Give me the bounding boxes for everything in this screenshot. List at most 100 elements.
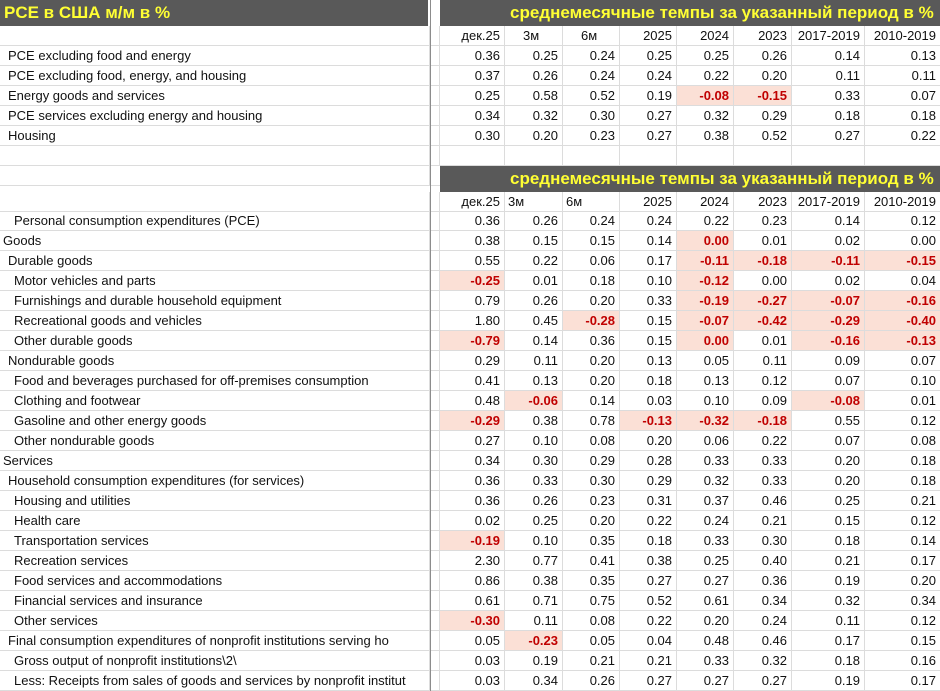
blank-cell[interactable] [355,651,430,670]
value-cell[interactable]: 0.26 [563,671,620,690]
blank-cell[interactable] [355,46,430,65]
blank-cell[interactable] [355,211,430,230]
value-cell[interactable]: 0.20 [563,291,620,310]
blank-cell[interactable] [505,146,563,165]
value-cell[interactable]: 0.16 [910,653,936,668]
value-cell[interactable]: 0.06 [677,431,734,450]
value-cell[interactable]: 0.11 [792,611,865,630]
value-cell[interactable]: 0.15 [620,331,677,350]
value-cell[interactable]: 0.21 [563,651,620,670]
value-cell[interactable]: 0.38 [505,571,563,590]
blank-cell[interactable] [430,571,440,590]
value-cell[interactable]: 0.55 [440,251,505,270]
blank-cell[interactable] [430,591,440,610]
blank-cell[interactable] [430,106,440,125]
value-cell[interactable]: 0.02 [792,231,865,250]
value-cell[interactable]: 0.33 [505,471,563,490]
value-cell[interactable]: 0.15 [910,633,936,648]
value-cell[interactable]: 0.33 [677,451,734,470]
row-label[interactable]: Personal consumption expenditures (PCE) [14,213,260,228]
value-cell[interactable]: 0.18 [620,371,677,390]
value-cell[interactable]: -0.29 [440,411,505,430]
value-cell[interactable]: 0.07 [792,431,865,450]
value-cell[interactable]: 0.12 [910,613,936,628]
blank-cell[interactable] [430,126,440,145]
value-cell[interactable]: -0.11 [677,251,734,270]
blank-cell[interactable] [430,271,440,290]
value-cell[interactable]: 0.33 [734,451,792,470]
blank-cell[interactable] [355,66,430,85]
row-label[interactable]: Gasoline and other energy goods [14,413,207,428]
blank-cell[interactable] [430,671,440,690]
blank-cell[interactable] [430,211,440,230]
value-cell[interactable]: 0.11 [792,66,865,85]
blank-cell[interactable] [355,631,430,650]
blank-cell[interactable] [430,411,440,430]
value-cell[interactable]: 0.55 [792,411,865,430]
value-cell[interactable]: 0.15 [620,311,677,330]
value-cell[interactable]: 0.71 [505,591,563,610]
value-cell[interactable]: -0.42 [734,311,792,330]
value-cell[interactable]: 0.79 [440,291,505,310]
value-cell[interactable]: 0.36 [440,471,505,490]
value-cell[interactable]: 0.29 [563,451,620,470]
value-cell[interactable]: -0.16 [865,291,940,310]
value-cell[interactable]: 0.12 [910,213,936,228]
freeze-pane-divider[interactable] [430,0,431,691]
value-cell[interactable]: 0.30 [440,126,505,145]
blank-cell[interactable] [0,146,355,165]
value-cell[interactable]: 0.05 [677,351,734,370]
value-cell[interactable]: 0.10 [677,391,734,410]
value-cell[interactable]: 0.23 [563,126,620,145]
blank-cell[interactable] [355,491,430,510]
value-cell[interactable]: 0.03 [440,671,505,690]
blank-cell[interactable] [355,611,430,630]
blank-cell[interactable] [430,86,440,105]
column-header[interactable]: 2025 [620,192,677,211]
value-cell[interactable]: 0.38 [677,126,734,145]
value-cell[interactable]: -0.19 [677,291,734,310]
blank-cell[interactable] [355,591,430,610]
value-cell[interactable]: -0.28 [563,311,620,330]
value-cell[interactable]: -0.16 [792,331,865,350]
row-label[interactable]: Clothing and footwear [14,393,141,408]
blank-cell[interactable] [355,86,430,105]
value-cell[interactable]: 0.22 [734,431,792,450]
value-cell[interactable]: 0.15 [792,511,865,530]
row-label[interactable] [0,26,355,45]
value-cell[interactable]: 0.13 [910,48,936,63]
blank-cell[interactable] [355,671,430,690]
value-cell[interactable]: 0.05 [563,631,620,650]
row-label[interactable]: Other services [14,613,98,628]
value-cell[interactable]: -0.07 [792,291,865,310]
value-cell[interactable]: 0.18 [792,651,865,670]
value-cell[interactable]: -0.32 [677,411,734,430]
row-label[interactable]: Nondurable goods [8,353,115,368]
value-cell[interactable]: 0.41 [563,551,620,570]
blank-cell[interactable] [430,391,440,410]
value-cell[interactable]: 0.08 [910,433,936,448]
blank-cell[interactable] [430,651,440,670]
value-cell[interactable]: 0.19 [620,86,677,105]
value-cell[interactable]: 0.18 [792,106,865,125]
value-cell[interactable]: 0.14 [792,211,865,230]
value-cell[interactable]: 0.22 [677,66,734,85]
value-cell[interactable]: -0.29 [792,311,865,330]
column-header[interactable]: 2017-2019 [792,26,865,45]
blank-cell[interactable] [430,331,440,350]
value-cell[interactable]: 0.20 [677,611,734,630]
blank-cell[interactable] [430,551,440,570]
value-cell[interactable]: 0.14 [620,231,677,250]
blank-cell[interactable] [430,631,440,650]
column-header[interactable]: 3м [505,192,563,211]
blank-cell[interactable] [677,146,734,165]
value-cell[interactable]: 0.14 [505,331,563,350]
value-cell[interactable]: 0.36 [440,46,505,65]
value-cell[interactable]: 0.00 [677,231,734,250]
value-cell[interactable]: 0.75 [563,591,620,610]
blank-cell[interactable] [430,26,440,45]
value-cell[interactable]: 0.17 [910,553,936,568]
value-cell[interactable]: 0.30 [563,106,620,125]
value-cell[interactable]: 0.08 [563,611,620,630]
row-label[interactable]: PCE services excluding energy and housin… [8,108,263,123]
